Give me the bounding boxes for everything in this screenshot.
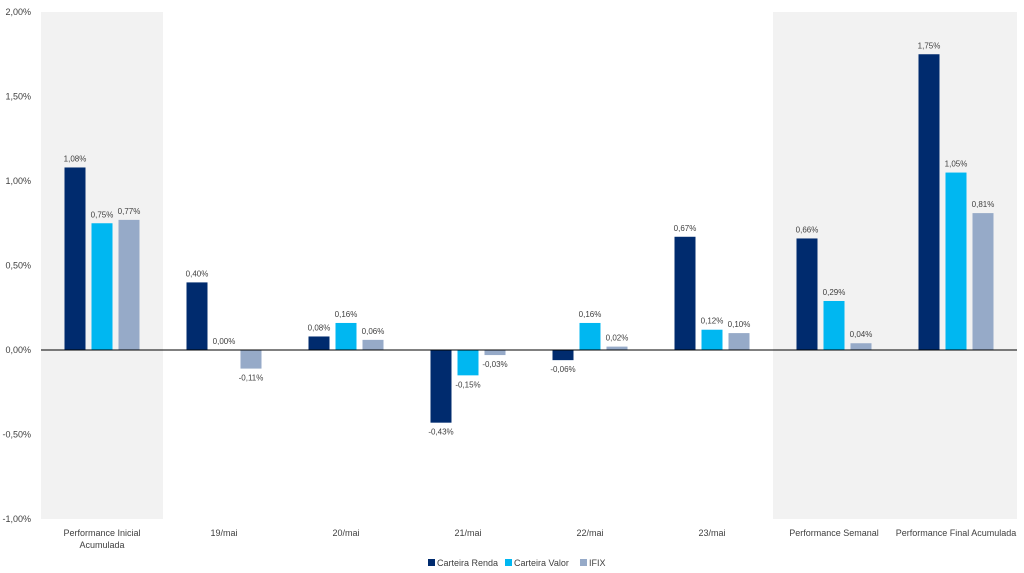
category-label: 19/mai bbox=[210, 528, 237, 538]
data-label: 0,77% bbox=[118, 207, 141, 216]
data-label: 0,00% bbox=[213, 337, 236, 346]
y-tick-label: 1,50% bbox=[5, 92, 31, 102]
bar bbox=[64, 167, 86, 350]
data-label: 0,66% bbox=[796, 225, 819, 234]
bar bbox=[552, 350, 574, 361]
y-tick-label: -0,50% bbox=[2, 430, 31, 440]
data-label: 0,12% bbox=[701, 317, 724, 326]
category-label-line: Performance Final Acumulada bbox=[896, 528, 1017, 538]
data-label: 0,67% bbox=[674, 224, 697, 233]
category-label: Performance Final Acumulada bbox=[896, 528, 1017, 538]
bar bbox=[118, 219, 140, 350]
category-label: Performance Semanal bbox=[789, 528, 879, 538]
bar bbox=[91, 223, 113, 350]
category-label: 22/mai bbox=[576, 528, 603, 538]
legend-label: IFIX bbox=[589, 558, 606, 568]
bar bbox=[240, 350, 262, 369]
category-label-line: 20/mai bbox=[332, 528, 359, 538]
data-label: -0,43% bbox=[428, 428, 453, 437]
category-label: 20/mai bbox=[332, 528, 359, 538]
data-label: -0,03% bbox=[482, 360, 507, 369]
data-label: 0,81% bbox=[972, 200, 995, 209]
data-label: 0,40% bbox=[186, 269, 209, 278]
y-tick-label: 1,00% bbox=[5, 176, 31, 186]
bar bbox=[362, 339, 384, 350]
bar bbox=[701, 329, 723, 350]
y-tick-label: -1,00% bbox=[2, 514, 31, 524]
data-label: 0,06% bbox=[362, 327, 385, 336]
bar bbox=[606, 346, 628, 350]
bar bbox=[918, 54, 940, 350]
y-tick-label: 0,50% bbox=[5, 261, 31, 271]
category-label: 21/mai bbox=[454, 528, 481, 538]
category-label-line: 21/mai bbox=[454, 528, 481, 538]
bar bbox=[186, 282, 208, 350]
legend-swatch bbox=[505, 559, 512, 566]
bar bbox=[430, 350, 452, 423]
category-label: 23/mai bbox=[698, 528, 725, 538]
category-label-line: 22/mai bbox=[576, 528, 603, 538]
data-label: 1,75% bbox=[918, 41, 941, 50]
highlight-panel bbox=[773, 12, 895, 519]
data-label: 0,08% bbox=[308, 323, 331, 332]
data-label: 0,02% bbox=[606, 334, 629, 343]
data-label: 1,08% bbox=[64, 154, 87, 163]
legend-label: Carteira Renda bbox=[437, 558, 498, 568]
data-label: 1,05% bbox=[945, 160, 968, 169]
category-label-line: Performance Inicial bbox=[63, 528, 140, 538]
legend-swatch bbox=[580, 559, 587, 566]
bar bbox=[308, 336, 330, 350]
bar bbox=[457, 350, 479, 376]
bar bbox=[972, 213, 994, 350]
legend-swatch bbox=[428, 559, 435, 566]
bar bbox=[579, 322, 601, 350]
legend-label: Carteira Valor bbox=[514, 558, 569, 568]
category-label: Performance Inicial Acumulada bbox=[63, 528, 140, 550]
data-label: 0,16% bbox=[335, 310, 358, 319]
bar bbox=[945, 172, 967, 350]
category-label-line: 23/mai bbox=[698, 528, 725, 538]
data-label: 0,16% bbox=[579, 310, 602, 319]
bar bbox=[674, 236, 696, 350]
data-label: -0,15% bbox=[455, 380, 480, 389]
bar bbox=[850, 343, 872, 350]
bar bbox=[823, 300, 845, 350]
data-label: 0,29% bbox=[823, 288, 846, 297]
bar bbox=[796, 238, 818, 350]
category-label-line: Performance Semanal bbox=[789, 528, 879, 538]
y-tick-label: 2,00% bbox=[5, 7, 31, 17]
category-label-line: 19/mai bbox=[210, 528, 237, 538]
data-label: 0,75% bbox=[91, 210, 114, 219]
bar bbox=[335, 322, 357, 350]
data-label: 0,04% bbox=[850, 330, 873, 339]
y-tick-label: 0,00% bbox=[5, 345, 31, 355]
bar bbox=[484, 350, 506, 356]
data-label: -0,11% bbox=[239, 374, 264, 383]
category-label-line: Acumulada bbox=[79, 540, 124, 550]
bar bbox=[728, 333, 750, 350]
data-label: 0,10% bbox=[728, 320, 751, 329]
data-label: -0,06% bbox=[550, 365, 575, 374]
